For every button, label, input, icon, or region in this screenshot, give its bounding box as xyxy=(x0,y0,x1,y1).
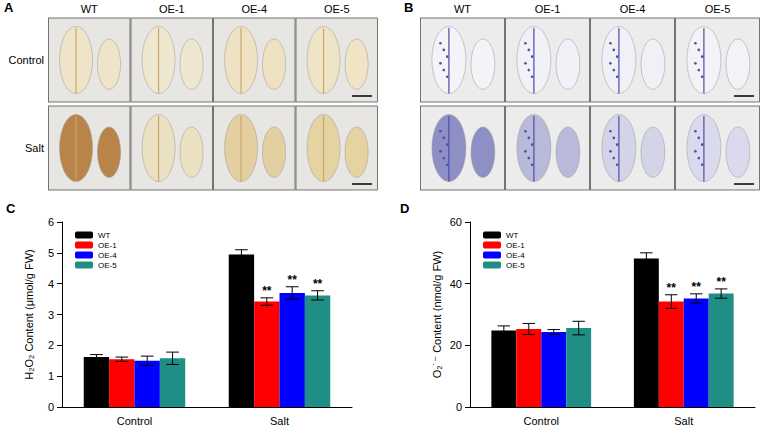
svg-text:WT: WT xyxy=(454,3,471,15)
svg-text:Control: Control xyxy=(117,415,152,427)
svg-text:60: 60 xyxy=(450,216,462,228)
svg-text:0: 0 xyxy=(48,401,54,413)
svg-text:**: ** xyxy=(692,280,702,294)
svg-text:3: 3 xyxy=(48,309,54,321)
svg-text:Control: Control xyxy=(9,54,44,66)
svg-text:Salt: Salt xyxy=(270,415,289,427)
svg-text:40: 40 xyxy=(450,278,462,290)
svg-text:OE-1: OE-1 xyxy=(535,3,561,15)
svg-text:OE-4: OE-4 xyxy=(98,251,117,260)
svg-text:2: 2 xyxy=(48,339,54,351)
svg-text:**: ** xyxy=(313,277,323,291)
svg-text:**: ** xyxy=(667,281,677,295)
svg-text:**: ** xyxy=(262,284,272,298)
svg-text:OE-1: OE-1 xyxy=(506,241,525,250)
svg-text:H₂O₂ Content (μmol/g FW): H₂O₂ Content (μmol/g FW) xyxy=(23,249,35,379)
svg-text:O₂˙⁻ Content (nmol/g FW): O₂˙⁻ Content (nmol/g FW) xyxy=(431,251,443,378)
svg-text:0: 0 xyxy=(456,401,462,413)
svg-text:Salt: Salt xyxy=(674,415,693,427)
svg-text:**: ** xyxy=(288,273,298,287)
svg-text:Control: Control xyxy=(524,415,559,427)
svg-text:OE-1: OE-1 xyxy=(98,241,117,250)
svg-text:OE-4: OE-4 xyxy=(241,3,267,15)
svg-text:WT: WT xyxy=(98,231,111,240)
svg-text:6: 6 xyxy=(48,216,54,228)
svg-text:OE-5: OE-5 xyxy=(705,3,731,15)
svg-text:4: 4 xyxy=(48,278,54,290)
svg-text:OE-4: OE-4 xyxy=(620,3,646,15)
svg-text:**: ** xyxy=(716,275,726,289)
svg-text:20: 20 xyxy=(450,339,462,351)
svg-text:Salt: Salt xyxy=(25,142,44,154)
svg-text:WT: WT xyxy=(506,231,519,240)
svg-text:OE-4: OE-4 xyxy=(506,251,525,260)
svg-text:OE-5: OE-5 xyxy=(506,261,525,270)
svg-text:1: 1 xyxy=(48,370,54,382)
svg-text:WT: WT xyxy=(81,3,98,15)
svg-text:D: D xyxy=(400,201,409,216)
svg-text:A: A xyxy=(4,0,14,15)
svg-text:C: C xyxy=(6,201,16,216)
svg-text:OE-1: OE-1 xyxy=(159,3,185,15)
svg-text:5: 5 xyxy=(48,247,54,259)
svg-text:B: B xyxy=(404,0,413,15)
svg-text:OE-5: OE-5 xyxy=(98,261,117,270)
svg-text:OE-5: OE-5 xyxy=(324,3,350,15)
